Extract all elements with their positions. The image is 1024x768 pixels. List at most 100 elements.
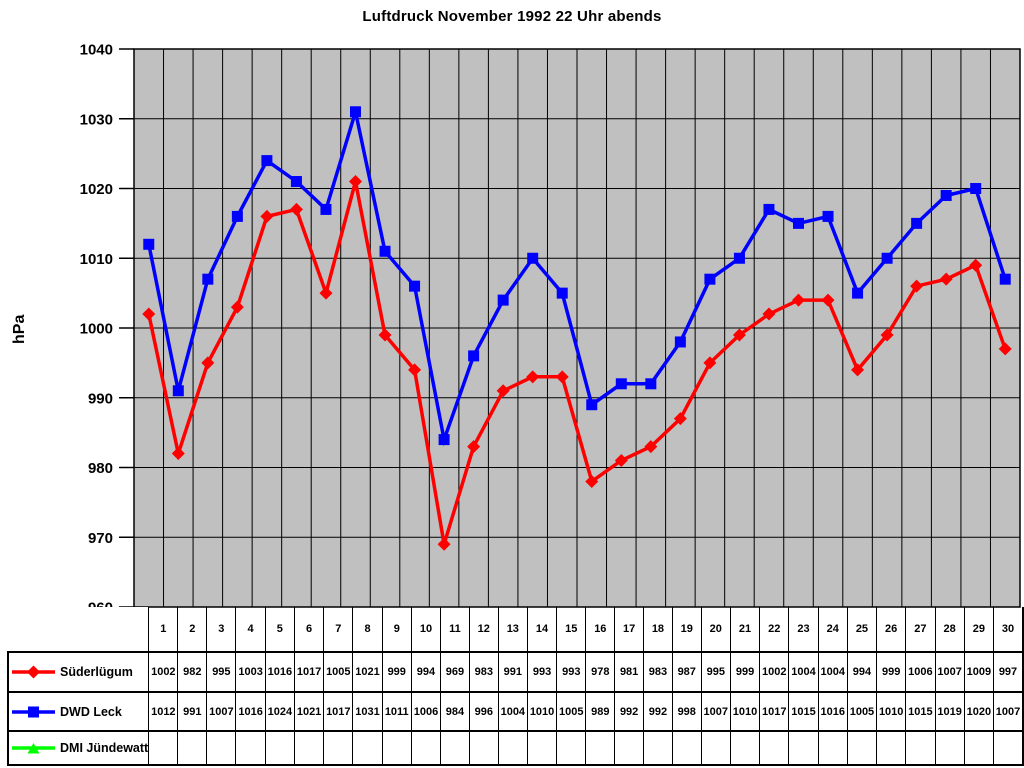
y-tick-label: 990 — [88, 390, 113, 407]
value-cell: 1024 — [264, 691, 295, 732]
data-point-marker — [821, 293, 835, 307]
day-header-cell: 25 — [846, 607, 878, 653]
data-point-marker — [645, 378, 657, 390]
value-cell: 1005 — [846, 691, 878, 732]
chart-title: Luftdruck November 1992 22 Uhr abends — [362, 8, 662, 25]
data-point-marker — [910, 279, 924, 293]
data-point-marker — [732, 328, 746, 342]
data-point-marker — [497, 294, 509, 306]
data-point-marker — [349, 175, 362, 189]
data-point-marker — [319, 286, 333, 300]
data-point-marker — [763, 203, 775, 215]
value-cell: 1016 — [235, 691, 266, 732]
legend-label: DMI Jündewatt — [60, 741, 149, 755]
data-point-marker — [939, 272, 953, 286]
value-cell: 987 — [671, 651, 702, 693]
value-cell: 981 — [614, 651, 645, 693]
value-cell: 997 — [993, 651, 1024, 693]
value-cell: 982 — [177, 651, 208, 693]
day-header-cell: 22 — [759, 607, 790, 653]
value-cell — [729, 730, 761, 766]
day-header-cell: 3 — [206, 607, 237, 653]
data-point-marker — [792, 293, 805, 307]
value-cell: 1007 — [206, 691, 237, 732]
data-point-marker — [703, 356, 717, 370]
value-cell — [671, 730, 702, 766]
value-cell: 1019 — [934, 691, 965, 732]
legend-cell: Süderlügum — [7, 651, 150, 693]
data-point-marker — [526, 370, 540, 384]
value-cell: 1010 — [876, 691, 907, 732]
value-cell: 1021 — [352, 651, 383, 693]
value-cell: 1007 — [934, 651, 965, 693]
data-point-marker — [202, 273, 214, 285]
data-point-marker — [409, 280, 421, 292]
day-header-cell: 1 — [148, 607, 179, 653]
value-cell — [352, 730, 383, 766]
day-header-cell: 9 — [381, 607, 412, 653]
value-cell: 991 — [497, 651, 528, 693]
day-header-cell: 4 — [235, 607, 266, 653]
data-point-marker — [290, 176, 302, 188]
data-point-marker — [999, 273, 1011, 285]
value-cell: 1002 — [148, 651, 179, 693]
value-cell — [993, 730, 1024, 766]
day-header-cell: 15 — [556, 607, 587, 653]
value-cell — [323, 730, 354, 766]
day-header-cell: 13 — [497, 607, 528, 653]
value-cell — [817, 730, 848, 766]
value-cell — [148, 730, 179, 766]
value-cell — [614, 730, 645, 766]
day-header-cell: 14 — [526, 607, 558, 653]
day-header-cell: 5 — [264, 607, 295, 653]
value-cell: 1006 — [410, 691, 442, 732]
day-header-cell: 12 — [468, 607, 499, 653]
day-header-cell: 20 — [700, 607, 731, 653]
value-cell: 994 — [846, 651, 878, 693]
value-cell — [700, 730, 731, 766]
day-header-cell: 28 — [934, 607, 965, 653]
legend-cell: DMI Jündewatt — [7, 730, 150, 766]
value-cell — [759, 730, 790, 766]
data-point-marker — [350, 106, 361, 118]
value-cell: 992 — [643, 691, 673, 732]
data-point-marker — [556, 287, 568, 299]
day-header-cell: 7 — [323, 607, 354, 653]
value-cell — [526, 730, 558, 766]
value-cell — [556, 730, 587, 766]
data-point-marker — [881, 252, 893, 264]
data-point-marker — [142, 307, 156, 321]
data-point-marker — [320, 203, 332, 215]
day-header-cell: 16 — [585, 607, 616, 653]
value-cell: 1005 — [323, 651, 354, 693]
day-header-cell: 30 — [993, 607, 1024, 653]
data-point-marker — [644, 440, 658, 454]
value-cell: 969 — [440, 651, 470, 693]
series-row: DWD Leck 1012 991 1007 1016 1024 1021 1017 1031 1… — [7, 691, 1024, 732]
value-cell: 1020 — [963, 691, 995, 732]
value-cell: 1021 — [293, 691, 325, 732]
value-cell: 1017 — [293, 651, 325, 693]
value-cell: 999 — [729, 651, 761, 693]
day-header-cell: 29 — [963, 607, 995, 653]
value-cell: 1007 — [700, 691, 731, 732]
value-cell — [934, 730, 965, 766]
data-point-marker — [674, 336, 686, 348]
value-cell — [381, 730, 412, 766]
y-tick-label: 980 — [88, 460, 113, 477]
value-cell: 995 — [206, 651, 237, 693]
data-point-marker — [822, 210, 834, 222]
data-point-marker — [171, 447, 185, 461]
value-cell: 1006 — [905, 651, 936, 693]
day-header-cell: 17 — [614, 607, 645, 653]
data-point-marker — [289, 202, 303, 216]
value-cell: 999 — [381, 651, 412, 693]
value-cell: 1007 — [993, 691, 1024, 732]
data-point-marker — [468, 350, 480, 362]
value-cell: 1012 — [148, 691, 179, 732]
data-point-marker — [851, 363, 865, 377]
value-cell — [497, 730, 528, 766]
day-header-cell: 21 — [729, 607, 761, 653]
day-header-row: 1 2 3 4 5 6 7 8 9 10 11 12 13 14 15 16 17 18 19 20 21 22 23 24 2… — [8, 607, 1024, 653]
data-point-marker — [969, 258, 983, 272]
